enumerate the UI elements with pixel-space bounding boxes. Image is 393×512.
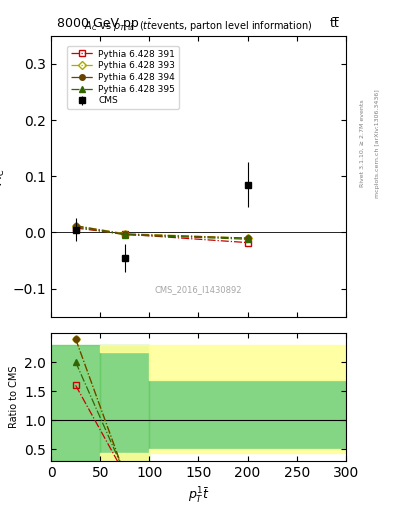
- Text: CMS_2016_I1430892: CMS_2016_I1430892: [155, 285, 242, 294]
- Title: $A_C$ vs $p_{T,t\bar{t}}$  ($t\bar{t}$events, parton level information): $A_C$ vs $p_{T,t\bar{t}}$ ($t\bar{t}$eve…: [84, 18, 313, 35]
- Pythia 6.428 394: [123, 231, 127, 237]
- Text: tt̅: tt̅: [330, 17, 340, 30]
- Text: Rivet 3.1.10, ≥ 2.7M events: Rivet 3.1.10, ≥ 2.7M events: [360, 99, 365, 187]
- Pythia 6.428 391: [73, 225, 78, 231]
- Pythia 6.428 395: [245, 236, 250, 242]
- Pythia 6.428 395: [73, 224, 78, 230]
- Y-axis label: $A_C$: $A_C$: [0, 167, 7, 185]
- Pythia 6.428 395: [123, 231, 127, 238]
- Line: Pythia 6.428 391: Pythia 6.428 391: [73, 225, 250, 245]
- Line: Pythia 6.428 395: Pythia 6.428 395: [73, 224, 250, 242]
- Pythia 6.428 394: [73, 223, 78, 229]
- Text: 8000 GeV pp: 8000 GeV pp: [57, 17, 139, 30]
- Legend: Pythia 6.428 391, Pythia 6.428 393, Pythia 6.428 394, Pythia 6.428 395, CMS: Pythia 6.428 391, Pythia 6.428 393, Pyth…: [67, 46, 178, 109]
- Text: mcplots.cern.ch [arXiv:1306.3436]: mcplots.cern.ch [arXiv:1306.3436]: [375, 89, 380, 198]
- Pythia 6.428 393: [73, 223, 78, 229]
- Line: Pythia 6.428 394: Pythia 6.428 394: [73, 223, 250, 241]
- Y-axis label: Ratio to CMS: Ratio to CMS: [9, 366, 19, 428]
- Pythia 6.428 391: [245, 240, 250, 246]
- Pythia 6.428 393: [245, 235, 250, 241]
- Pythia 6.428 393: [123, 230, 127, 237]
- Pythia 6.428 394: [245, 235, 250, 241]
- Pythia 6.428 391: [123, 231, 127, 237]
- X-axis label: $p_T^1\bar{t}$: $p_T^1\bar{t}$: [187, 485, 209, 505]
- Line: Pythia 6.428 393: Pythia 6.428 393: [73, 223, 250, 241]
